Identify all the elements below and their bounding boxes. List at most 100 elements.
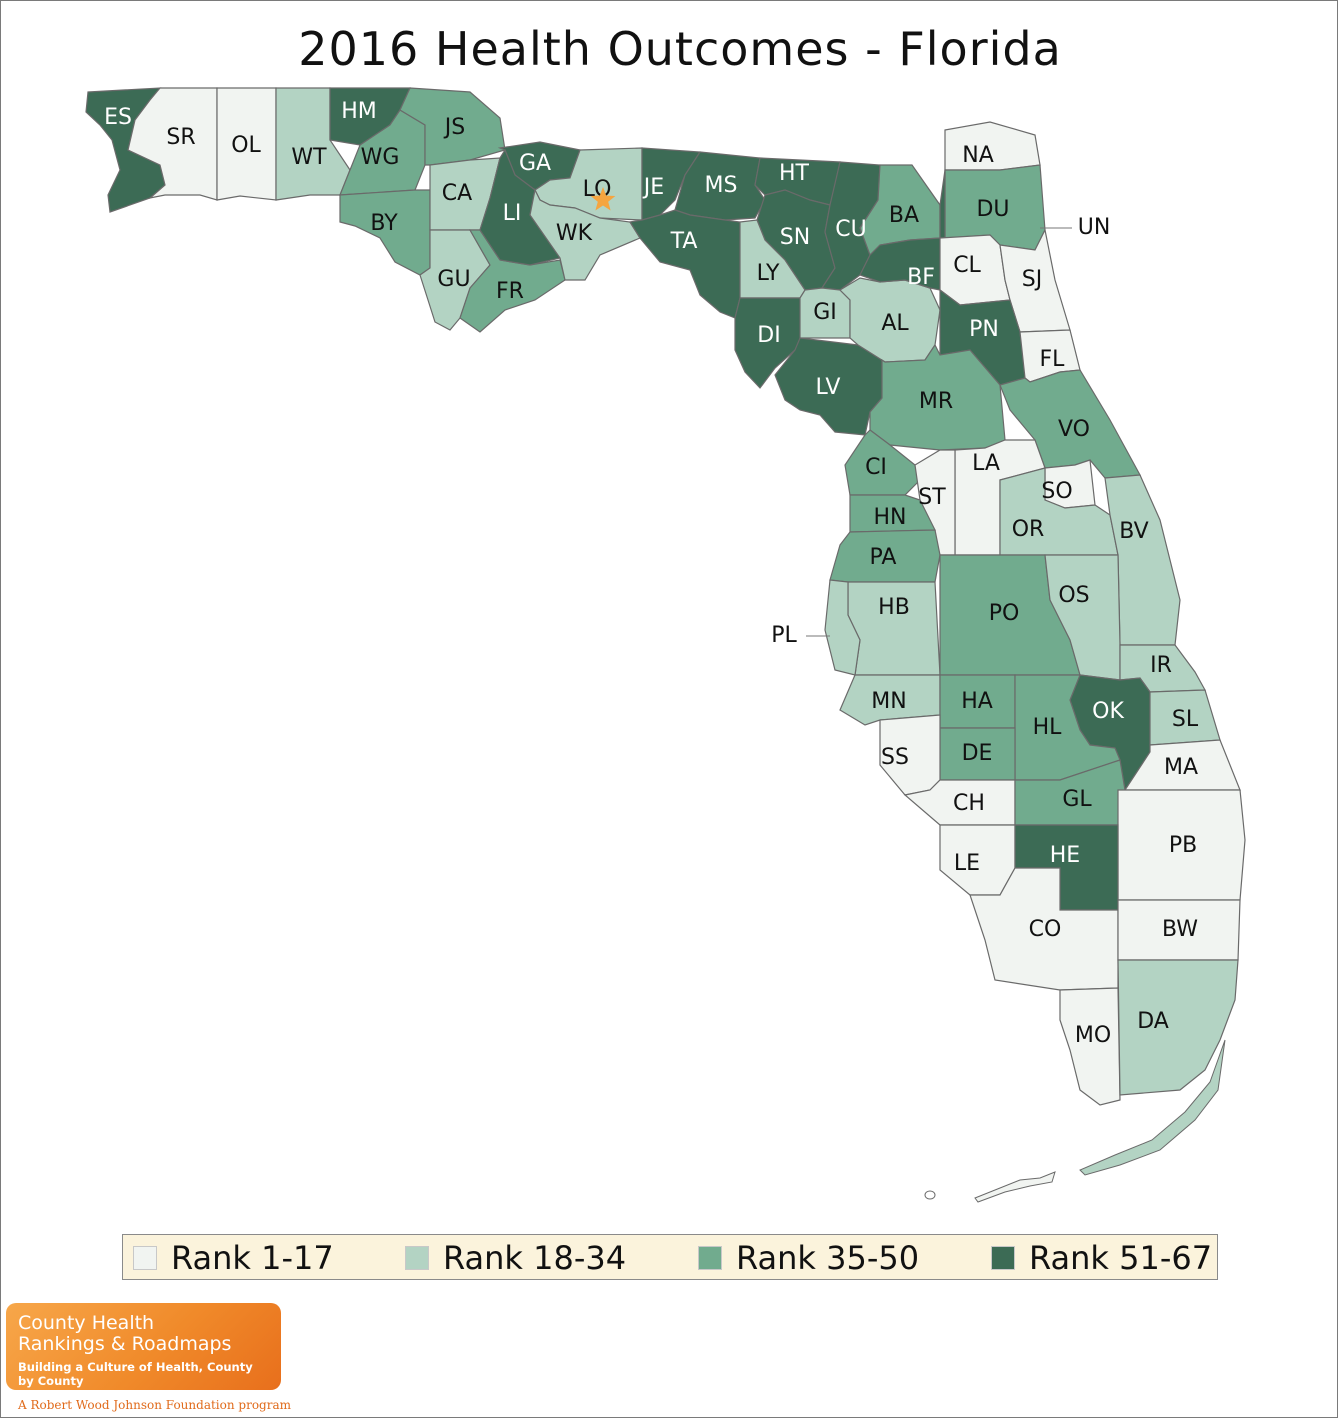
county-pl[interactable] (824, 579, 861, 676)
county-label-di: DI (757, 323, 780, 348)
county-label-da: DA (1137, 1009, 1169, 1034)
county-label-ci: CI (865, 455, 887, 480)
county-label-je: JE (642, 175, 664, 200)
county-label-ta: TA (670, 229, 698, 254)
county-label-or: OR (1012, 517, 1045, 542)
legend-item-rank-1-17: Rank 1-17 (133, 1235, 334, 1281)
county-label-sl: SL (1172, 707, 1199, 732)
county-un[interactable] (939, 169, 946, 239)
county-label-sr: SR (166, 125, 195, 150)
county-label-na: NA (962, 143, 994, 168)
county-label-bv: BV (1119, 519, 1148, 544)
map-extras (590, 187, 1226, 1203)
county-label-so: SO (1041, 479, 1072, 504)
county-da[interactable] (1117, 959, 1239, 1096)
legend-item-rank-18-34: Rank 18-34 (405, 1235, 626, 1281)
county-label-gi: GI (813, 300, 837, 325)
county-label-cl: CL (953, 253, 981, 278)
rwjf-footer: A Robert Wood Johnson Foundation program (18, 1398, 291, 1412)
legend-swatch-rank-35-50 (698, 1246, 722, 1270)
county-label-un: UN (1078, 215, 1111, 240)
logo-line-1: County Health (18, 1312, 155, 1334)
county-label-wk: WK (556, 221, 593, 246)
county-label-ch: CH (953, 791, 985, 816)
county-label-he: HE (1050, 843, 1080, 868)
county-label-hl: HL (1033, 715, 1063, 740)
county-label-os: OS (1058, 583, 1089, 608)
county-label-ha: HA (961, 689, 993, 714)
county-label-le: LE (954, 851, 980, 876)
county-ol[interactable] (216, 87, 277, 201)
county-label-pn: PN (969, 317, 999, 342)
county-label-pb: PB (1169, 833, 1197, 858)
county-health-rankings-logo[interactable]: County Health Rankings & Roadmaps Buildi… (6, 1303, 281, 1390)
county-label-pl: PL (771, 623, 797, 648)
county-label-ht: HT (779, 161, 810, 186)
county-label-ol: OL (231, 133, 261, 158)
county-label-gu: GU (437, 267, 470, 292)
county-label-ga: GA (519, 151, 551, 176)
county-label-hm: HM (341, 99, 377, 124)
county-label-fr: FR (496, 279, 524, 304)
county-label-wg: WG (361, 145, 400, 170)
county-ta[interactable] (629, 209, 741, 319)
county-label-es: ES (104, 105, 132, 130)
florida-keys (1079, 1039, 1226, 1176)
lower-keys (974, 1171, 1056, 1203)
county-label-li: LI (503, 201, 522, 226)
legend-label: Rank 35-50 (736, 1239, 920, 1277)
legend-swatch-rank-1-17 (133, 1246, 157, 1270)
county-bf[interactable] (859, 237, 941, 291)
logo-tagline: Building a Culture of Health, County by … (18, 1360, 253, 1388)
county-label-hb: HB (878, 595, 910, 620)
county-label-st: ST (918, 485, 946, 510)
star-icon (590, 187, 616, 211)
county-label-ir: IR (1150, 653, 1172, 678)
legend: Rank 1-17 Rank 18-34 Rank 35-50 Rank 51-… (122, 1234, 1218, 1280)
county-label-js: JS (443, 115, 465, 140)
county-label-co: CO (1029, 917, 1062, 942)
county-label-sn: SN (780, 225, 810, 250)
legend-item-rank-35-50: Rank 35-50 (698, 1235, 919, 1281)
county-label-fl: FL (1040, 347, 1066, 372)
county-label-sj: SJ (1022, 267, 1042, 292)
county-label-mn: MN (871, 689, 906, 714)
county-label-lv: LV (816, 375, 841, 400)
dry-tortugas-islet (924, 1190, 936, 1200)
legend-label: Rank 51-67 (1029, 1239, 1213, 1277)
county-label-la: LA (972, 451, 1000, 476)
county-label-du: DU (976, 197, 1009, 222)
county-label-vo: VO (1058, 417, 1090, 442)
map-title: 2016 Health Outcomes - Florida (298, 22, 1062, 76)
legend-item-rank-51-67: Rank 51-67 (991, 1235, 1212, 1281)
county-label-al: AL (881, 311, 909, 336)
county-li[interactable] (479, 148, 561, 266)
county-label-po: PO (989, 601, 1020, 626)
legend-swatch-rank-51-67 (991, 1246, 1015, 1270)
county-label-ss: SS (881, 745, 909, 770)
county-by[interactable] (339, 189, 431, 276)
county-label-wt: WT (291, 145, 327, 170)
county-label-ms: MS (705, 173, 738, 198)
legend-swatch-rank-18-34 (405, 1246, 429, 1270)
county-hn[interactable] (849, 494, 936, 533)
county-label-hn: HN (874, 505, 907, 530)
county-label-bw: BW (1162, 917, 1198, 942)
legend-label: Rank 18-34 (443, 1239, 627, 1277)
county-label-by: BY (370, 211, 398, 236)
county-label-ba: BA (889, 203, 919, 228)
county-label-ma: MA (1164, 755, 1198, 780)
legend-label: Rank 1-17 (171, 1239, 334, 1277)
county-label-gl: GL (1062, 787, 1092, 812)
logo-line-2: Rankings & Roadmaps (18, 1333, 232, 1355)
county-label-ly: LY (757, 261, 780, 286)
county-label-mo: MO (1075, 1023, 1111, 1048)
counties-layer (85, 87, 1246, 1106)
county-label-bf: BF (907, 265, 935, 290)
county-label-de: DE (962, 741, 993, 766)
county-label-ok: OK (1092, 699, 1124, 724)
county-label-ca: CA (442, 181, 472, 206)
